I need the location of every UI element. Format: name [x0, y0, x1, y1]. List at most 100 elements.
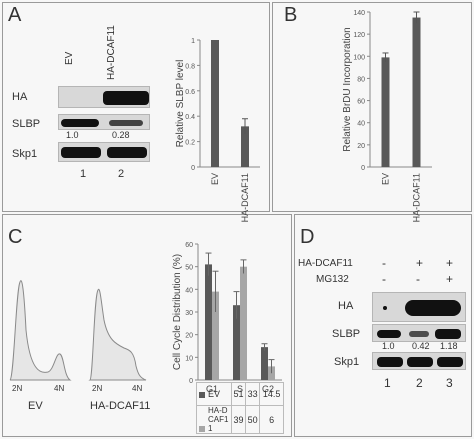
lane-number-2: 2 [118, 168, 125, 180]
flow-ha-2n: 2N [92, 384, 103, 393]
table-cell: 33 [245, 382, 261, 406]
tick-label: 80 [357, 76, 365, 83]
tick-label: 100 [353, 54, 365, 61]
histogram-fill [9, 280, 72, 381]
band [437, 357, 463, 367]
bar-ev [261, 347, 268, 380]
blot-a-ha [58, 86, 150, 108]
bar-ha-dcaf11 [240, 266, 247, 380]
tick-label: 0.8 [185, 63, 195, 70]
category-label: EV [210, 173, 220, 185]
band [61, 147, 101, 158]
legend-cell-ev: EV [196, 382, 232, 406]
bar-ev [205, 264, 212, 380]
category-label: HA-DCAF11 [240, 173, 250, 222]
blot-d-ha [372, 292, 466, 322]
panel-c-frame [2, 214, 292, 437]
blot-a-slbp [58, 114, 150, 130]
blot-a-skp1 [58, 142, 150, 162]
table-cell: 14.5 [259, 382, 284, 406]
tick-label: 0 [189, 378, 193, 385]
flow-ha-label: HA-DCAF11 [90, 400, 151, 412]
y-axis-label: Cell Cycle Distribution (%) [172, 254, 183, 370]
tick-label: 40 [185, 287, 193, 294]
tick-label: 30 [185, 310, 193, 317]
slbp-quant-2: 0.28 [112, 130, 130, 140]
flow-ev-4n: 4N [54, 384, 65, 393]
flow-ev-2n: 2N [12, 384, 23, 393]
tick-label: 20 [185, 333, 193, 340]
panel-a-frame [2, 2, 270, 212]
tick-label: 40 [357, 121, 365, 128]
mark-ha-1: - [382, 256, 386, 270]
tick-label: 1 [191, 38, 195, 45]
row-label-ha: HA [12, 91, 28, 103]
treatment-label-mg132: MG132 [316, 274, 349, 285]
legend-cell-ha: HA-DCAF11 [196, 405, 232, 434]
bar-ev [233, 305, 240, 380]
row-label-slbp: SLBP [12, 118, 41, 130]
mark-mg-2: - [416, 272, 420, 286]
d-slbp-quant-1: 1.0 [382, 341, 395, 351]
histogram-fill [88, 288, 147, 381]
category-label: EV [381, 173, 391, 185]
row-label-d-ha: HA [338, 300, 354, 312]
tick-label: 60 [185, 242, 193, 249]
y-axis-label: Relative SLBP level [175, 60, 186, 148]
mark-mg-1: - [382, 272, 386, 286]
swatch-ha-dcaf11 [199, 425, 205, 432]
band [435, 329, 461, 339]
tick-label: 120 [353, 32, 365, 39]
tick-label: 10 [185, 355, 193, 362]
mark-ha-2: + [416, 256, 424, 270]
tick-label: 140 [353, 10, 365, 17]
table-cell: 50 [245, 405, 261, 434]
lane-number-1: 1 [80, 168, 87, 180]
tick-label: 0 [191, 165, 195, 172]
mark-ha-3: + [446, 256, 454, 270]
blot-d-slbp [372, 324, 466, 342]
tick-label: 50 [185, 265, 193, 272]
tick-label: 60 [357, 99, 365, 106]
table-row: HA-DCAF11 39 50 6 [196, 405, 284, 434]
table-row: EV 51 33 14.5 [196, 382, 284, 406]
slbp-quant-1: 1.0 [66, 130, 79, 140]
panel-a-label: A [8, 4, 22, 26]
table-cell: 6 [259, 405, 284, 434]
tick-label: 0.4 [185, 114, 195, 121]
panel-b-label: B [284, 4, 298, 26]
bar-ha-dcaf11 [212, 291, 219, 380]
flow-ev-label: EV [28, 400, 43, 412]
band [409, 331, 429, 337]
band [407, 357, 433, 367]
band [107, 147, 147, 158]
d-lane-number-3: 3 [446, 376, 453, 390]
panel-d-label: D [300, 226, 315, 248]
panel-b-frame [272, 2, 472, 212]
row-label-d-skp1: Skp1 [334, 356, 360, 368]
treatment-label-ha-dcaf11: HA-DCAF11 [298, 258, 353, 269]
tick-label: 0 [361, 165, 365, 172]
band [383, 306, 387, 310]
mark-mg-3: + [446, 272, 454, 286]
d-slbp-quant-2: 0.42 [412, 341, 430, 351]
y-axis-label: Relative BrDU Incorporation [342, 27, 353, 152]
bar [412, 17, 421, 167]
d-lane-number-2: 2 [416, 376, 423, 390]
row-label-d-slbp: SLBP [332, 328, 361, 340]
band [377, 357, 403, 367]
band [405, 300, 461, 316]
cell-cycle-data-table: EV 51 33 14.5 HA-DCAF11 39 50 6 [196, 382, 284, 434]
d-slbp-quant-3: 1.18 [440, 341, 458, 351]
table-cell: 39 [230, 405, 247, 434]
band [103, 91, 149, 105]
category-label: HA-DCAF11 [412, 173, 422, 222]
flow-ha-4n: 4N [132, 384, 143, 393]
bar [381, 57, 390, 168]
band [61, 119, 99, 127]
